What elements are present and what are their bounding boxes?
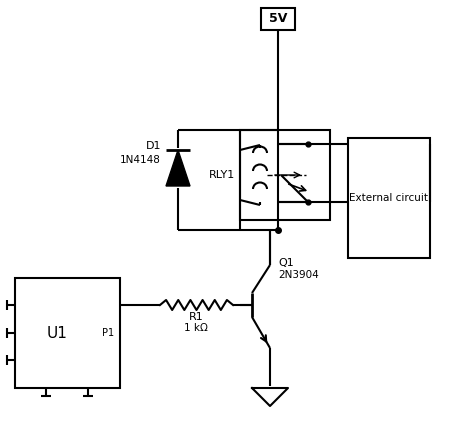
Text: Q1: Q1: [278, 258, 294, 268]
Bar: [240, 130, 330, 220]
Text: 5V: 5V: [269, 13, 287, 26]
Text: External circuit: External circuit: [349, 193, 428, 203]
Text: 1 kΩ: 1 kΩ: [184, 323, 208, 333]
Text: P1: P1: [102, 328, 114, 338]
Text: U1: U1: [46, 326, 67, 340]
Bar: [348, 138, 430, 258]
Text: 1N4148: 1N4148: [120, 155, 161, 165]
Text: D1: D1: [146, 141, 161, 151]
Polygon shape: [166, 150, 190, 186]
Text: RLY1: RLY1: [209, 170, 235, 180]
Bar: [15, 278, 120, 388]
Bar: [261, 8, 295, 30]
Text: R1: R1: [189, 312, 203, 322]
Text: 2N3904: 2N3904: [278, 270, 319, 280]
